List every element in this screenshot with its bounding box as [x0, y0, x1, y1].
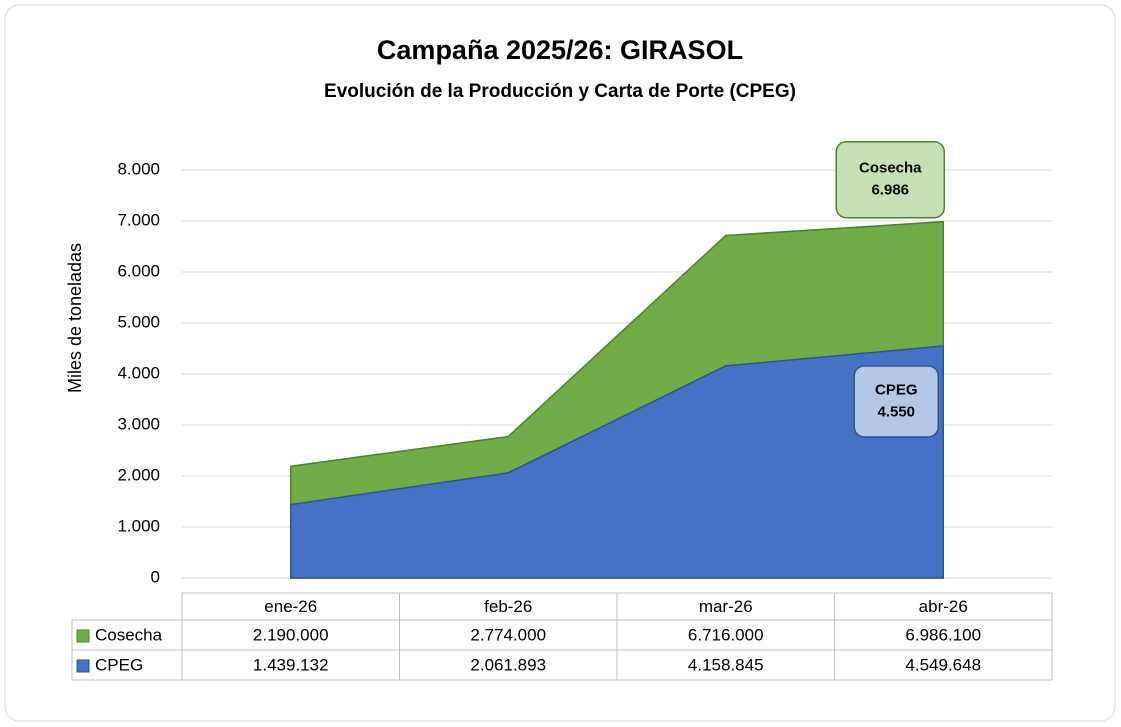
y-tick-label: 0: [151, 567, 160, 586]
table-value: 6.716.000: [688, 625, 764, 644]
x-tick-label: feb-26: [484, 597, 532, 616]
y-tick-label: 3.000: [117, 414, 160, 433]
table-value: 6.986.100: [905, 625, 981, 644]
table-value: 2.190.000: [253, 625, 329, 644]
annotation-text: CPEG: [875, 381, 918, 398]
y-tick-label: 5.000: [117, 312, 160, 331]
annotation-box: [835, 140, 945, 219]
x-tick-label: mar-26: [699, 597, 753, 616]
annotation-text: Cosecha: [859, 160, 922, 177]
chart-subtitle: Evolución de la Producción y Carta de Po…: [324, 81, 796, 102]
y-tick-label: 1.000: [117, 516, 160, 535]
table-value: 2.061.893: [470, 655, 546, 674]
area: [290, 345, 944, 579]
table-value: 1.439.132: [253, 655, 329, 674]
legend-swatch: [76, 629, 90, 643]
chart-title: Campaña 2025/26: GIRASOL: [377, 35, 743, 65]
table-value: 4.158.845: [688, 655, 764, 674]
annotation-box: [853, 365, 939, 438]
legend-label: CPEG: [95, 655, 143, 674]
table-value: 2.774.000: [470, 625, 546, 644]
y-tick-label: 2.000: [117, 465, 160, 484]
annotation-text: 4.550: [877, 403, 915, 420]
legend-label: Cosecha: [95, 625, 163, 644]
x-tick-label: abr-26: [919, 597, 968, 616]
table-value: 4.549.648: [905, 655, 981, 674]
x-tick-label: ene-26: [264, 597, 317, 616]
y-tick-label: 8.000: [117, 159, 160, 178]
y-tick-label: 7.000: [117, 210, 160, 229]
y-tick-label: 6.000: [117, 261, 160, 280]
y-axis-label: Miles de toneladas: [65, 243, 85, 393]
y-tick-label: 4.000: [117, 363, 160, 382]
annotation-text: 6.986: [871, 182, 909, 199]
legend-swatch: [76, 659, 90, 673]
